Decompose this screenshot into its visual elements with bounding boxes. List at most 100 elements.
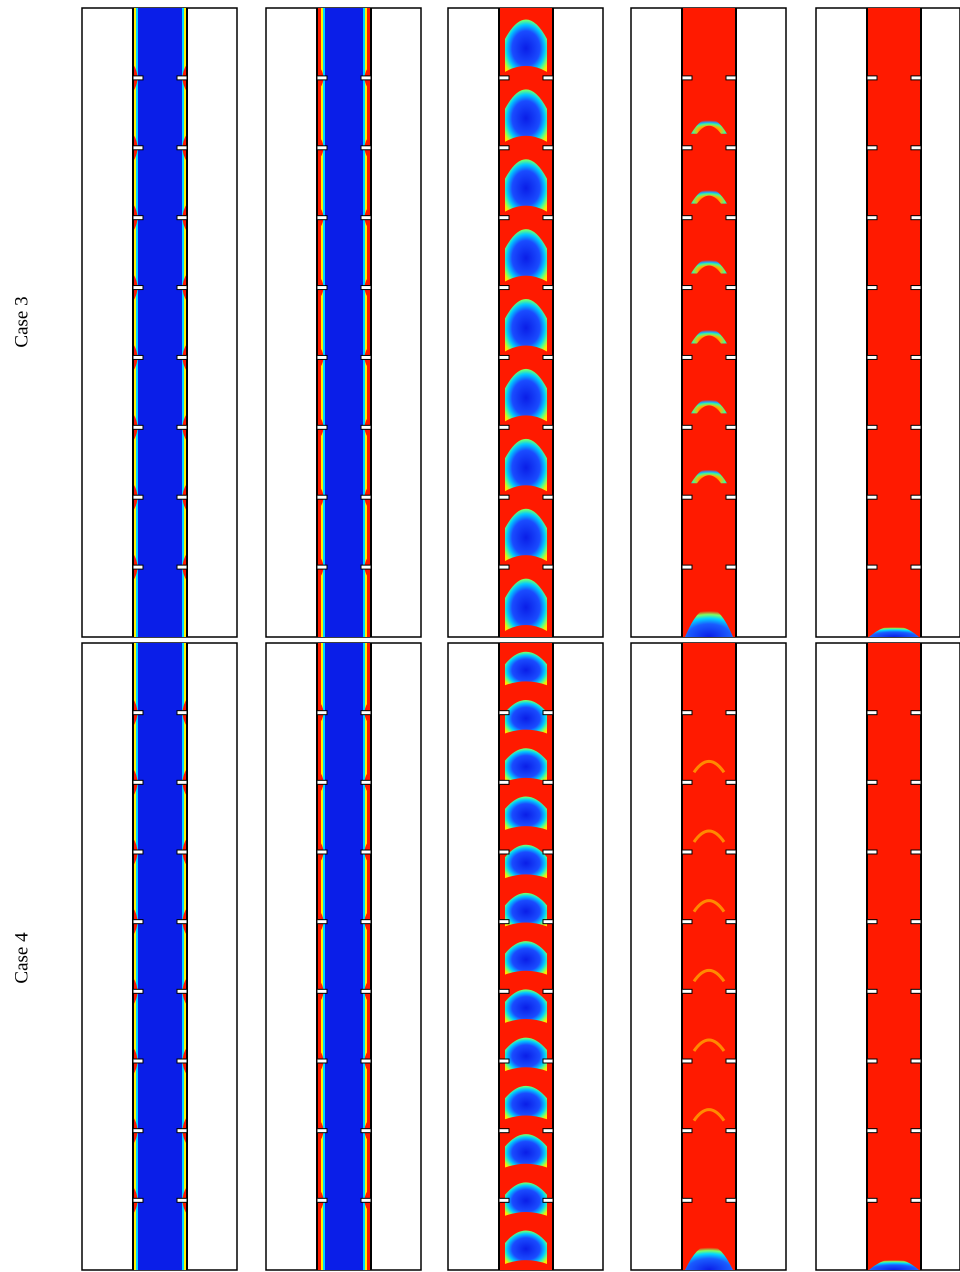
baffle-left — [866, 919, 878, 925]
baffle-right — [176, 988, 188, 994]
baffle-left — [498, 494, 510, 500]
gas-slug — [505, 89, 547, 142]
baffle-left — [316, 354, 328, 360]
baffle-right — [360, 988, 372, 994]
gas-slug — [505, 1037, 547, 1072]
baffle-right — [542, 145, 554, 151]
baffle-right — [360, 1128, 372, 1134]
baffle-left — [132, 1128, 144, 1134]
baffle-right — [725, 1197, 737, 1203]
baffle-right — [176, 424, 188, 430]
baffle-left — [316, 919, 328, 925]
baffle-left — [681, 215, 693, 221]
baffle-left — [316, 145, 328, 151]
baffle-left — [681, 145, 693, 151]
baffle-left — [316, 215, 328, 221]
gas-cap — [691, 398, 727, 414]
baffle-right — [725, 1128, 737, 1134]
gas-slug — [505, 1085, 547, 1120]
gas-slug — [505, 941, 547, 975]
baffle-right — [725, 564, 737, 570]
baffle-right — [910, 710, 922, 716]
gas-cap — [691, 118, 727, 134]
baffle-right — [542, 75, 554, 81]
baffle-left — [866, 354, 878, 360]
baffle-left — [498, 75, 510, 81]
baffle-right — [910, 285, 922, 291]
baffle-right — [725, 285, 737, 291]
gas-slug — [505, 578, 547, 631]
baffle-right — [176, 1058, 188, 1064]
baffle-right — [360, 215, 372, 221]
baffle-right — [542, 1197, 554, 1203]
baffle-right — [542, 919, 554, 925]
baffle-right — [910, 779, 922, 785]
baffle-left — [498, 849, 510, 855]
gas-slug — [505, 438, 547, 492]
baffle-right — [542, 1128, 554, 1134]
baffle-left — [498, 424, 510, 430]
baffle-left — [681, 919, 693, 925]
baffle-left — [132, 710, 144, 716]
baffle-left — [316, 849, 328, 855]
baffle-left — [866, 849, 878, 855]
baffle-right — [176, 285, 188, 291]
baffle-right — [360, 919, 372, 925]
baffle-right — [725, 75, 737, 81]
baffle-left — [132, 285, 144, 291]
baffle-left — [132, 424, 144, 430]
baffle-right — [176, 779, 188, 785]
baffle-left — [316, 988, 328, 994]
baffle-left — [316, 779, 328, 785]
baffle-left — [681, 710, 693, 716]
channel-liquid — [682, 643, 736, 1270]
gas-core — [138, 8, 182, 637]
baffle-left — [681, 1058, 693, 1064]
channel-liquid — [682, 8, 736, 637]
baffle-left — [316, 1058, 328, 1064]
baffle-left — [498, 1058, 510, 1064]
baffle-right — [725, 710, 737, 716]
panel-2-2 — [265, 642, 422, 1271]
baffle-right — [360, 1197, 372, 1203]
bottom-bubble — [685, 1245, 733, 1270]
baffle-left — [316, 564, 328, 570]
baffle-left — [498, 1197, 510, 1203]
baffle-right — [542, 564, 554, 570]
baffle-right — [910, 849, 922, 855]
baffle-left — [498, 354, 510, 360]
baffle-right — [725, 354, 737, 360]
panel-1-2 — [265, 7, 422, 638]
gas-slug — [505, 796, 547, 830]
baffle-left — [316, 75, 328, 81]
baffle-right — [910, 564, 922, 570]
baffle-right — [542, 215, 554, 221]
panel-1-5 — [815, 7, 960, 638]
baffle-right — [910, 215, 922, 221]
baffle-right — [725, 1058, 737, 1064]
baffle-left — [498, 710, 510, 716]
baffle-left — [316, 424, 328, 430]
baffle-left — [866, 1128, 878, 1134]
gas-slug — [505, 989, 547, 1023]
baffle-left — [316, 494, 328, 500]
residual-ring — [692, 1038, 726, 1052]
gas-slug — [505, 748, 547, 782]
baffle-left — [132, 919, 144, 925]
baffle-right — [176, 215, 188, 221]
baffle-right — [360, 145, 372, 151]
baffle-left — [316, 1128, 328, 1134]
baffle-right — [360, 285, 372, 291]
gas-slug — [505, 844, 547, 879]
baffle-right — [360, 779, 372, 785]
gas-slug — [505, 892, 547, 927]
baffle-left — [498, 988, 510, 994]
gas-slug — [505, 1182, 547, 1216]
baffle-left — [132, 75, 144, 81]
baffle-left — [681, 1128, 693, 1134]
baffle-right — [542, 779, 554, 785]
baffle-left — [132, 215, 144, 221]
baffle-left — [681, 75, 693, 81]
baffle-left — [866, 1058, 878, 1064]
baffle-right — [725, 424, 737, 430]
